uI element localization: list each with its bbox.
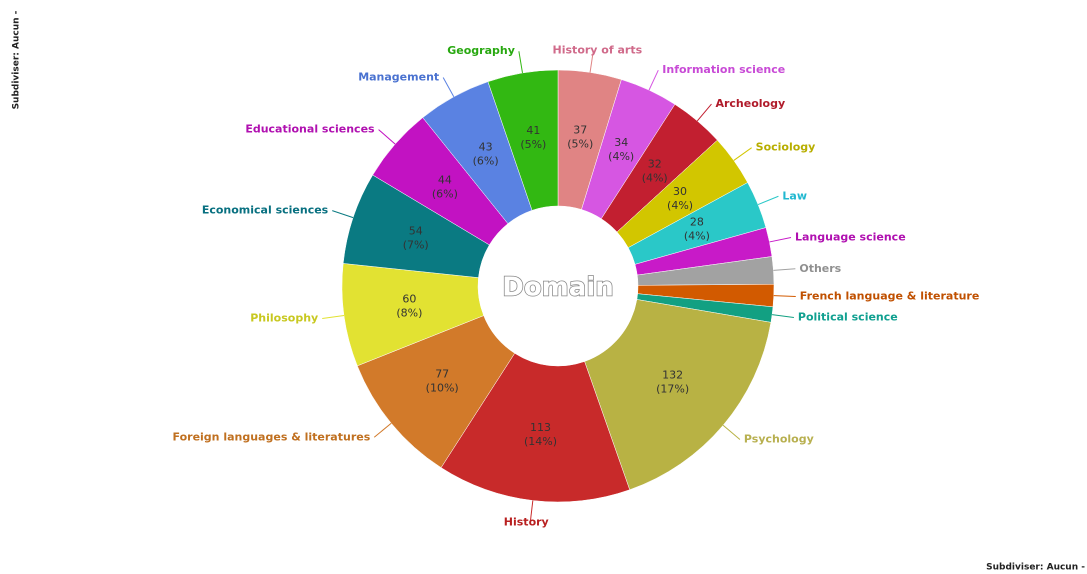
slice-value: 77 — [435, 367, 449, 380]
leader-line — [332, 210, 354, 219]
slice — [487, 69, 559, 211]
category-label: History — [504, 515, 549, 528]
slice-value: 54 — [409, 224, 423, 237]
category-label: Philosophy — [250, 311, 318, 324]
slice-value: 44 — [438, 173, 452, 186]
category-label: Information science — [662, 63, 785, 76]
category-label: History of arts — [553, 44, 643, 57]
slice-value: 28 — [690, 215, 704, 228]
leader-line — [722, 424, 741, 440]
slice-value: 41 — [526, 124, 540, 137]
leader-line — [529, 500, 534, 523]
category-label: Law — [782, 189, 807, 202]
category-label: Archeology — [715, 97, 785, 110]
leader-line — [772, 314, 794, 319]
leader-line — [589, 50, 594, 73]
category-label: Sociology — [756, 141, 816, 154]
category-label: Foreign languages & literatures — [173, 430, 371, 443]
category-label: French language & literature — [800, 290, 980, 303]
slice-value: 113 — [530, 421, 551, 434]
category-label: Educational sciences — [245, 123, 375, 136]
slice-value: 43 — [479, 141, 493, 154]
slice-percent: (4%) — [642, 171, 668, 184]
slice — [440, 352, 631, 503]
leader-line — [373, 422, 392, 438]
center-title: Domain — [502, 273, 614, 303]
leader-line — [733, 147, 752, 161]
slice-percent: (10%) — [426, 381, 459, 394]
category-label: Economical sciences — [202, 204, 329, 217]
slice-value: 37 — [573, 124, 587, 137]
slice-value: 60 — [402, 292, 416, 305]
leader-line — [322, 314, 345, 319]
slice-value: 34 — [614, 136, 628, 149]
slice-percent: (4%) — [667, 199, 693, 212]
slice-value: 132 — [662, 369, 683, 382]
slice-percent: (17%) — [656, 383, 689, 396]
leader-line — [696, 103, 712, 122]
leader-line — [442, 77, 455, 98]
category-label: Political science — [798, 311, 898, 324]
slice-percent: (6%) — [432, 187, 458, 200]
footer-caption: Subdiviser: Aucun - — [986, 563, 1085, 573]
leader-line — [769, 236, 792, 243]
slice-percent: (4%) — [684, 229, 710, 242]
slice-percent: (5%) — [520, 138, 546, 151]
leader-line — [518, 51, 523, 74]
leader-line — [378, 129, 396, 145]
category-label: Management — [358, 71, 439, 84]
slice — [584, 299, 772, 491]
slice-percent: (8%) — [396, 306, 422, 319]
category-label: Geography — [447, 44, 515, 57]
leader-line — [773, 295, 796, 298]
leader-line — [757, 195, 779, 206]
category-label: Others — [799, 262, 841, 275]
category-label: Language science — [795, 230, 906, 243]
slice-percent: (4%) — [608, 150, 634, 163]
slice-percent: (5%) — [567, 138, 593, 151]
slice-value: 32 — [648, 157, 662, 170]
slice-percent: (6%) — [473, 155, 499, 168]
slice-percent: (7%) — [403, 238, 429, 251]
slice-percent: (14%) — [524, 435, 557, 448]
slice-value: 30 — [673, 185, 687, 198]
category-label: Psychology — [744, 432, 814, 445]
leader-line — [648, 69, 659, 91]
leader-line — [773, 268, 796, 271]
side-caption: Subdiviser: Aucun - — [12, 10, 22, 109]
